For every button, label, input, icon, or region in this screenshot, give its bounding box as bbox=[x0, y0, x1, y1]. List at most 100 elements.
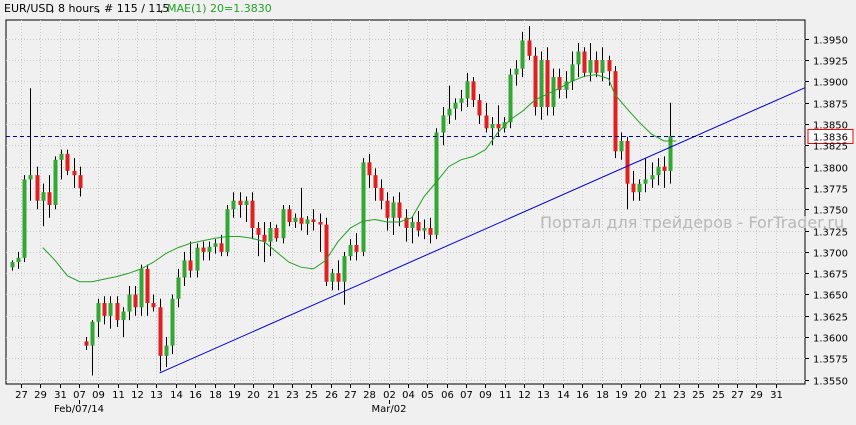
candle-body-bull bbox=[90, 321, 95, 346]
candle bbox=[570, 51, 575, 90]
candle bbox=[594, 51, 599, 78]
x-tick-label: 12 bbox=[131, 390, 144, 401]
candle bbox=[305, 216, 310, 235]
candle bbox=[59, 149, 64, 180]
x-tick-label: 26 bbox=[325, 390, 338, 401]
x-tick-label: 14 bbox=[557, 390, 570, 401]
candle-body-bear bbox=[145, 268, 150, 304]
y-tick-label: 1.3575 bbox=[813, 355, 848, 366]
candle bbox=[514, 60, 519, 86]
candle-body-bull bbox=[668, 135, 673, 171]
candle-body-bull bbox=[422, 228, 427, 231]
x-tick-label: 12 bbox=[518, 390, 531, 401]
watermark-layer: Портал для трейдеров - ForTrader.ru bbox=[540, 213, 844, 232]
candle bbox=[158, 298, 163, 372]
candle bbox=[139, 264, 144, 316]
candle bbox=[539, 51, 544, 120]
y-tick-label: 1.3850 bbox=[813, 121, 848, 132]
candle-body-bear bbox=[557, 77, 562, 90]
candle-body-bull bbox=[361, 162, 366, 252]
x-tick-label: 13 bbox=[537, 390, 550, 401]
candle-body-bear bbox=[256, 228, 261, 235]
candle-body-bull bbox=[637, 183, 642, 193]
y-tick-label: 1.3775 bbox=[813, 185, 848, 196]
y-tick-label: 1.3625 bbox=[813, 313, 848, 324]
candle-body-bear bbox=[65, 153, 70, 171]
candle-body-bear bbox=[324, 224, 329, 282]
candle-body-bull bbox=[441, 115, 446, 133]
candle bbox=[336, 260, 341, 291]
candle bbox=[213, 239, 218, 254]
x-tick-label: 02 bbox=[383, 390, 396, 401]
x-tick-label: 21 bbox=[654, 390, 667, 401]
candle bbox=[422, 219, 427, 240]
candle bbox=[151, 294, 156, 312]
candle bbox=[121, 307, 126, 338]
candle-body-bear bbox=[367, 162, 372, 176]
x-tick-label: 16 bbox=[576, 390, 589, 401]
x-tick-label: 25 bbox=[692, 390, 705, 401]
candle-body-bull bbox=[127, 294, 132, 312]
candle bbox=[176, 268, 181, 308]
candle bbox=[108, 296, 113, 329]
x-tick-label: 14 bbox=[170, 390, 183, 401]
candle bbox=[576, 43, 581, 78]
current-price-box bbox=[807, 129, 854, 144]
candle-body-bear bbox=[151, 303, 156, 308]
candle-body-bear bbox=[188, 260, 193, 271]
candle bbox=[115, 296, 120, 327]
candle bbox=[78, 166, 83, 197]
candle bbox=[164, 337, 169, 367]
candle bbox=[225, 204, 230, 257]
candle bbox=[545, 47, 550, 116]
chart-header: EUR/USD , 8 hours , # 115 / 115 , MAE(1)… bbox=[4, 2, 272, 15]
x-tick-label: 18 bbox=[596, 390, 609, 401]
candle-body-bull bbox=[459, 98, 464, 103]
candle-body-bull bbox=[121, 311, 126, 321]
candle-body-bear bbox=[299, 217, 304, 224]
candle bbox=[453, 98, 458, 120]
candle bbox=[416, 210, 421, 237]
x-tick-label: 28 bbox=[363, 390, 376, 401]
x-tick-label: 07 bbox=[73, 390, 86, 401]
x-date-label: Mar/02 bbox=[372, 404, 407, 415]
x-tick-label: 23 bbox=[673, 390, 686, 401]
candle-body-bear bbox=[607, 60, 612, 72]
candle-body-bull bbox=[139, 268, 144, 308]
candle bbox=[268, 222, 273, 257]
candle bbox=[557, 68, 562, 99]
candle bbox=[47, 175, 52, 218]
candle-body-bear bbox=[471, 81, 476, 101]
candle-body-bear bbox=[625, 141, 630, 184]
x-tick-label: 07 bbox=[460, 390, 473, 401]
candle bbox=[613, 66, 618, 159]
x-tick-label: 06 bbox=[441, 390, 454, 401]
candle-body-bear bbox=[78, 175, 83, 188]
candle-body-bear bbox=[262, 234, 267, 242]
candle bbox=[361, 158, 366, 257]
x-tick-label: 31 bbox=[770, 390, 783, 401]
candle-body-bull bbox=[348, 245, 353, 257]
x-tick-label: 20 bbox=[634, 390, 647, 401]
candle bbox=[434, 128, 439, 240]
moving-average bbox=[42, 74, 677, 283]
candle-body-bull bbox=[16, 257, 21, 263]
x-tick-label: 16 bbox=[189, 390, 202, 401]
candle-body-bear bbox=[354, 245, 359, 252]
candle bbox=[428, 217, 433, 244]
x-tick-label: 11 bbox=[499, 390, 512, 401]
candle bbox=[668, 102, 673, 184]
x-date-label: Feb/07/14 bbox=[54, 404, 104, 415]
candle-body-bull bbox=[650, 175, 655, 180]
candle bbox=[397, 192, 402, 227]
candle bbox=[484, 102, 489, 133]
candle-body-bear bbox=[47, 192, 52, 205]
trendline-layer bbox=[159, 87, 806, 374]
x-tick-label: 25 bbox=[305, 390, 318, 401]
candle-body-bull bbox=[643, 179, 648, 184]
candle bbox=[330, 268, 335, 291]
candle-body-bull bbox=[59, 153, 64, 160]
candle-body-bull bbox=[182, 260, 187, 278]
candle-body-bull bbox=[551, 77, 556, 107]
candle bbox=[16, 251, 21, 269]
